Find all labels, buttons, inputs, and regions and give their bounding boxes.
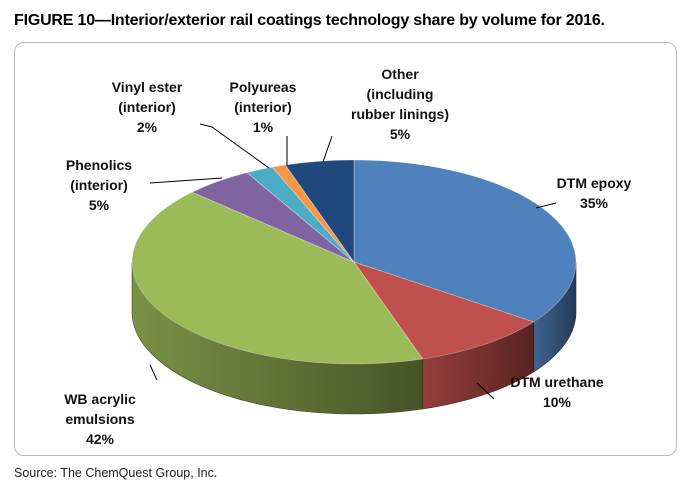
slice-label-wb-acrylic: emulsions xyxy=(65,411,134,427)
value-label-wb-acrylic: 42% xyxy=(86,431,115,447)
pie-slice-wb-acrylic xyxy=(131,191,424,365)
slice-labels: DTM epoxy 35% DTM urethane 10% WB acrylic emu… xyxy=(64,66,631,447)
pie-slice-polyureas xyxy=(271,164,355,263)
slice-label-other: (including xyxy=(367,86,434,102)
pie-sides xyxy=(131,261,577,415)
value-label-polyureas: 1% xyxy=(253,119,274,135)
value-label-dtm-urethane: 10% xyxy=(543,394,572,410)
leader-line-wb-acrylic xyxy=(149,364,158,381)
slice-label-phenolics: (interior) xyxy=(70,177,128,193)
value-label-phenolics: 5% xyxy=(89,197,110,213)
leader-line-vinyl-ester xyxy=(199,123,270,169)
slice-label-phenolics: Phenolics xyxy=(66,157,132,173)
value-label-vinyl-ester: 2% xyxy=(137,119,158,135)
value-label-other: 5% xyxy=(390,126,411,142)
slice-label-other: Other xyxy=(381,66,419,82)
slice-label-vinyl-ester: Vinyl ester xyxy=(112,79,183,95)
slice-label-polyureas: Polyureas xyxy=(230,79,297,95)
leader-line-other xyxy=(322,135,333,163)
slice-label-polyureas: (interior) xyxy=(234,99,292,115)
slice-label-wb-acrylic: WB acrylic xyxy=(64,391,136,407)
leader-line-dtm-urethane xyxy=(476,382,495,400)
source-note: Source: The ChemQuest Group, Inc. xyxy=(14,466,218,480)
pie-slice-dtm-urethane xyxy=(352,261,535,360)
pie-slice-vinyl-ester xyxy=(246,166,355,263)
figure-title: FIGURE 10—Interior/exterior rail coating… xyxy=(14,12,605,29)
pie-tops xyxy=(131,159,577,365)
slice-label-dtm-epoxy: DTM epoxy xyxy=(557,175,632,191)
slice-label-other: rubber linings) xyxy=(351,106,449,122)
slice-label-vinyl-ester: (interior) xyxy=(118,99,176,115)
pie-slice-other xyxy=(284,159,355,264)
slice-label-dtm-urethane: DTM urethane xyxy=(510,374,604,390)
leader-lines xyxy=(149,123,557,400)
leader-line-phenolics xyxy=(149,177,223,184)
value-label-dtm-epoxy: 35% xyxy=(580,195,609,211)
leader-line-dtm-epoxy xyxy=(535,202,557,209)
pie-slice-phenolics xyxy=(191,172,355,263)
pie-slice-dtm-epoxy xyxy=(353,159,577,323)
